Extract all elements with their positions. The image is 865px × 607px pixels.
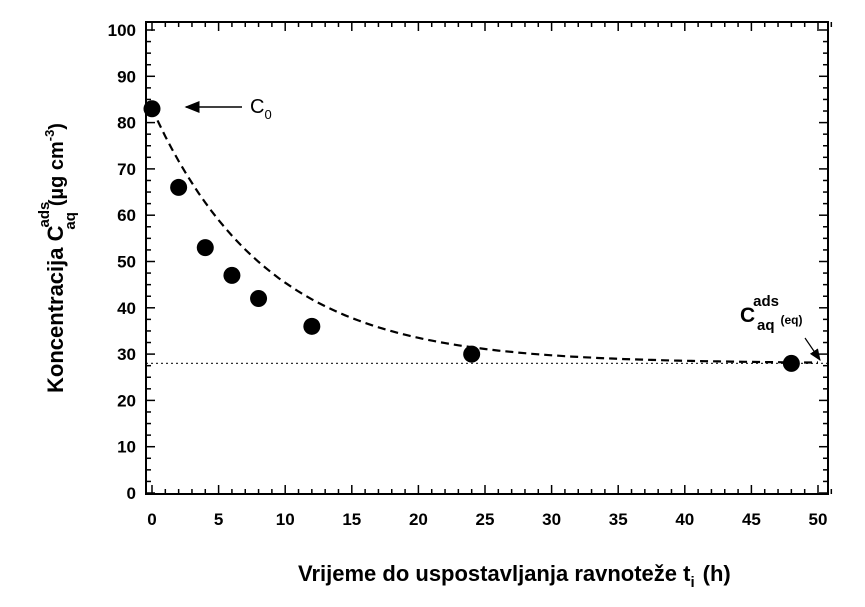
fit-curve — [151, 108, 818, 364]
data-point — [250, 290, 268, 308]
y-axis-title: Koncentracija Cads aq(µg cm-3) — [36, 123, 79, 393]
y-tick-label: 40 — [117, 299, 136, 318]
y-tick-label: 70 — [117, 160, 136, 179]
data-point — [303, 317, 321, 335]
ticks-layer: 0 5 10 15 20 25 30 35 40 45 50 0 10 20 30 40 50 60 70 80 90 1… — [108, 21, 833, 529]
x-tick-label: 45 — [742, 510, 761, 529]
x-tick-label: 5 — [214, 510, 223, 529]
x-axis-title: Vrijeme do uspostavljanja ravnoteže ti (h… — [298, 561, 731, 591]
y-tick-label: 80 — [117, 114, 136, 133]
y-tick-label: 60 — [117, 206, 136, 225]
ceq-sub-label: aq (eq) — [757, 313, 803, 334]
y-tick-label: 50 — [117, 253, 136, 272]
x-tick-label: 0 — [147, 510, 156, 529]
points-layer — [143, 100, 800, 372]
y-tick-label: 90 — [117, 67, 136, 86]
lines-layer — [146, 108, 828, 364]
data-point — [782, 354, 800, 372]
x-tick-label: 50 — [809, 510, 828, 529]
ceq-arrow — [804, 337, 821, 361]
ceq-label: Cads — [740, 293, 779, 327]
x-tick-label: 25 — [476, 510, 495, 529]
x-tick-label: 30 — [542, 510, 561, 529]
data-point — [223, 266, 241, 284]
y-tick-label: 30 — [117, 345, 136, 364]
y-tick-label: 0 — [127, 484, 136, 503]
y-tick-label: 100 — [108, 21, 136, 40]
x-tick-label: 40 — [675, 510, 694, 529]
data-point — [143, 100, 161, 118]
data-point — [196, 239, 214, 257]
x-tick-label: 10 — [276, 510, 295, 529]
x-tick-label: 35 — [609, 510, 628, 529]
data-point — [463, 345, 481, 363]
y-tick-label: 10 — [117, 438, 136, 457]
x-tick-label: 20 — [409, 510, 428, 529]
c0-label: C0 — [250, 96, 272, 122]
x-tick-label: 15 — [342, 510, 361, 529]
data-point — [170, 178, 188, 196]
y-tick-label: 20 — [117, 391, 136, 410]
plot-frame — [145, 21, 829, 495]
